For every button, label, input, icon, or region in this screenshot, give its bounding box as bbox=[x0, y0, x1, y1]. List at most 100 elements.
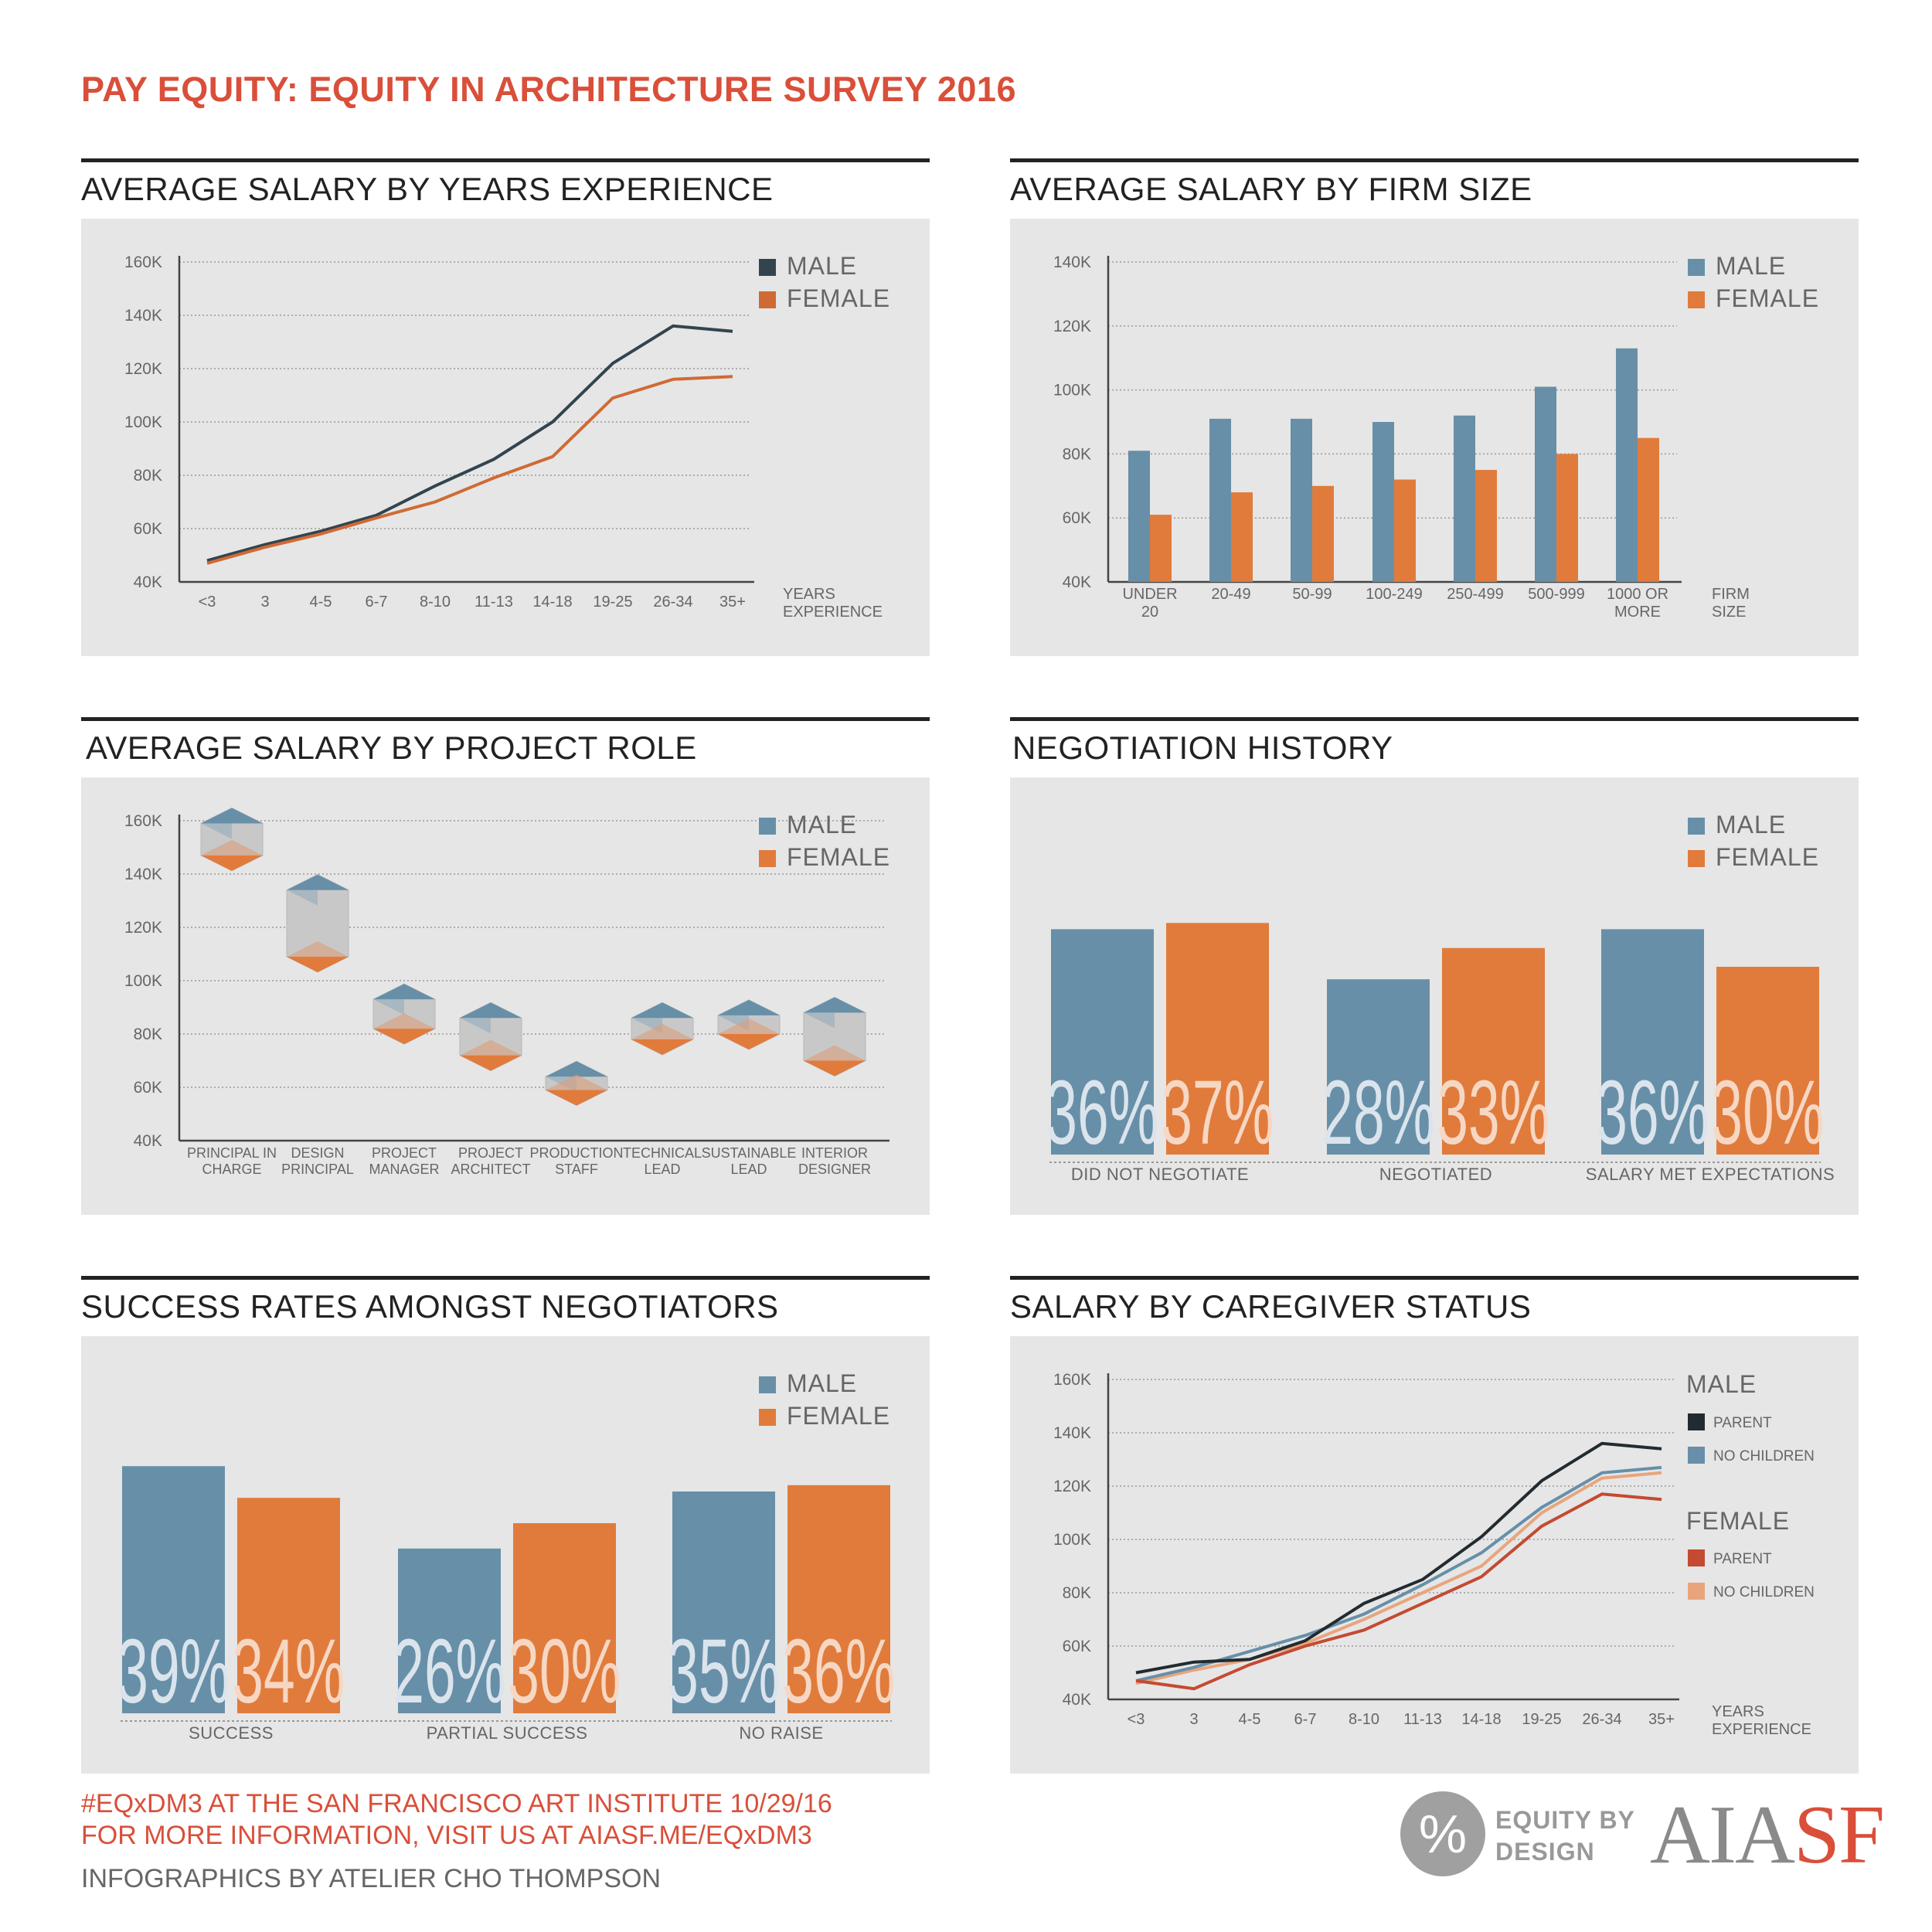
y-tick-label: 160K bbox=[124, 253, 162, 271]
chart-years-experience: 40K 60K 80K 100K 120K 140K 160K <3 3 4-5 6-7 8-10 11… bbox=[124, 252, 889, 621]
y-tick-label: 140K bbox=[1053, 1424, 1091, 1442]
legend-swatch-male bbox=[759, 259, 776, 276]
aia-logo-text: AIA bbox=[1650, 1789, 1795, 1881]
bar-value-label-male: 36% bbox=[1596, 1061, 1709, 1163]
section-title-success: SUCCESS RATES AMONGST NEGOTIATORS bbox=[81, 1288, 779, 1325]
legend-swatch-female-no-children bbox=[1688, 1583, 1705, 1600]
aiasf-logo: AIASF bbox=[1650, 1789, 1885, 1882]
x-tick-label: 11-13 bbox=[474, 594, 513, 611]
x-tick-label: 26-34 bbox=[653, 594, 692, 611]
series-line-male-parent bbox=[1135, 1441, 1662, 1675]
x-tick-label: PRODUCTION bbox=[530, 1145, 624, 1161]
y-tick-label: 60K bbox=[134, 520, 162, 538]
x-tick-label: 8-10 bbox=[1349, 1711, 1379, 1728]
y-tick-label: 160K bbox=[124, 812, 162, 830]
bar-male bbox=[1209, 418, 1231, 582]
role-cap-female bbox=[804, 1060, 866, 1077]
legend-label-male: MALE bbox=[787, 1369, 857, 1397]
x-tick-label: PRINCIPAL IN bbox=[187, 1145, 277, 1161]
series-line-female-no-children bbox=[1135, 1471, 1662, 1685]
legend-label-female: FEMALE bbox=[787, 1402, 890, 1430]
chart-panel-role: 40K 60K 80K 100K 120K 140K 160K PRINCIPAL IN CHA… bbox=[81, 777, 930, 1215]
role-cap-male bbox=[460, 1002, 522, 1019]
section-rule bbox=[81, 158, 930, 162]
x-tick-label: 14-18 bbox=[532, 594, 572, 611]
y-tick-label: 80K bbox=[134, 1026, 162, 1043]
x-axis-label: YEARS bbox=[783, 586, 835, 603]
bar-male bbox=[1535, 386, 1556, 582]
bar-value-label-male: 35% bbox=[667, 1620, 780, 1722]
section-title-negotiation: NEGOTIATION HISTORY bbox=[1012, 730, 1393, 766]
role-cap-female bbox=[718, 1034, 780, 1049]
series-line-female bbox=[206, 375, 733, 565]
bar-male bbox=[122, 1466, 225, 1713]
y-tick-label: 120K bbox=[1053, 318, 1091, 335]
legend-label-female-parent: PARENT bbox=[1713, 1551, 1772, 1567]
chart-panel-years: 40K 60K 80K 100K 120K 140K 160K <3 3 4-5 6-7 8-10 11… bbox=[81, 219, 930, 656]
y-tick-label: 100K bbox=[1053, 1531, 1091, 1549]
bar-male bbox=[1291, 418, 1312, 582]
role-facet-male bbox=[460, 1018, 522, 1034]
x-tick-label: DESIGN bbox=[291, 1145, 344, 1161]
y-tick-label: 80K bbox=[134, 467, 162, 485]
legend-label-female-no-children: NO CHILDREN bbox=[1713, 1584, 1815, 1600]
chart-panel-negotiation: 36% 37% DID NOT NEGOTIATE 28% 33% NEGOTIATED 3… bbox=[1010, 777, 1859, 1215]
role-cap-female bbox=[287, 956, 349, 972]
footer-link[interactable]: FOR MORE INFORMATION, VISIT US AT AIASF.… bbox=[81, 1821, 812, 1850]
x-tick-label: INTERIOR bbox=[801, 1145, 868, 1161]
x-tick-label: 14-18 bbox=[1461, 1711, 1501, 1728]
legend-swatch-female bbox=[759, 1409, 776, 1426]
section-years-experience: AVERAGE SALARY BY YEARS EXPERIENCE 40K 60… bbox=[81, 158, 930, 661]
x-tick-label: LEAD bbox=[730, 1162, 767, 1177]
category-label: NO RAISE bbox=[739, 1723, 823, 1743]
category-label: SALARY MET EXPECTATIONS bbox=[1586, 1165, 1835, 1184]
section-title-firm: AVERAGE SALARY BY FIRM SIZE bbox=[1010, 171, 1532, 207]
percent-logo-icon: % bbox=[1400, 1791, 1485, 1876]
x-tick-label: STAFF bbox=[555, 1162, 598, 1177]
legend-label-male-parent: PARENT bbox=[1713, 1415, 1772, 1431]
role-cap-male bbox=[373, 984, 435, 1000]
bar-female bbox=[1150, 515, 1172, 582]
role-facet-female bbox=[631, 1023, 693, 1039]
legend-label-male: MALE bbox=[787, 252, 857, 280]
x-tick-label: LEAD bbox=[644, 1162, 680, 1177]
y-tick-label: 140K bbox=[1053, 253, 1091, 271]
role-cap-male bbox=[546, 1061, 607, 1077]
bar-female bbox=[1442, 947, 1545, 1155]
x-tick-label: 20 bbox=[1141, 604, 1158, 621]
section-title-role: AVERAGE SALARY BY PROJECT ROLE bbox=[86, 730, 697, 766]
x-tick-label: 8-10 bbox=[420, 594, 451, 611]
y-tick-label: 60K bbox=[134, 1079, 162, 1097]
y-tick-label: 120K bbox=[1053, 1478, 1091, 1495]
x-tick-label: 20-49 bbox=[1211, 586, 1250, 603]
x-tick-label: 3 bbox=[1189, 1711, 1198, 1728]
x-tick-label: 3 bbox=[260, 594, 269, 611]
x-tick-label: UNDER bbox=[1122, 586, 1177, 603]
series-line-male-no-children bbox=[1135, 1465, 1662, 1682]
chart-caregiver-status: 40K 60K 80K 100K 120K 140K 160K <3 3 4-5 6-7 8-10 11… bbox=[1053, 1370, 1815, 1738]
legend-swatch-male bbox=[1688, 818, 1705, 835]
role-cap-female bbox=[546, 1090, 607, 1106]
y-tick-label: 80K bbox=[1063, 1584, 1091, 1602]
x-tick-label: 4-5 bbox=[310, 594, 332, 611]
legend-group-female: FEMALE bbox=[1686, 1507, 1790, 1535]
y-tick-label: 60K bbox=[1063, 509, 1091, 527]
role-cap-female bbox=[373, 1029, 435, 1045]
bar-male bbox=[1372, 422, 1394, 582]
bar-value-label-male: 28% bbox=[1321, 1061, 1434, 1163]
category-label: DID NOT NEGOTIATE bbox=[1071, 1165, 1249, 1184]
bar-male bbox=[1051, 929, 1154, 1155]
legend-label-female: FEMALE bbox=[1716, 843, 1819, 871]
x-tick-label: 11-13 bbox=[1403, 1711, 1442, 1728]
bar-female bbox=[1231, 492, 1253, 582]
bar-female bbox=[787, 1485, 890, 1713]
bar-male bbox=[1327, 979, 1430, 1155]
bar-female bbox=[1394, 479, 1416, 582]
bar-value-label-male: 36% bbox=[1046, 1061, 1158, 1163]
bar-female bbox=[1716, 967, 1819, 1155]
x-tick-label: <3 bbox=[199, 594, 216, 611]
bar-male bbox=[1601, 929, 1704, 1155]
bar-female bbox=[237, 1498, 340, 1713]
